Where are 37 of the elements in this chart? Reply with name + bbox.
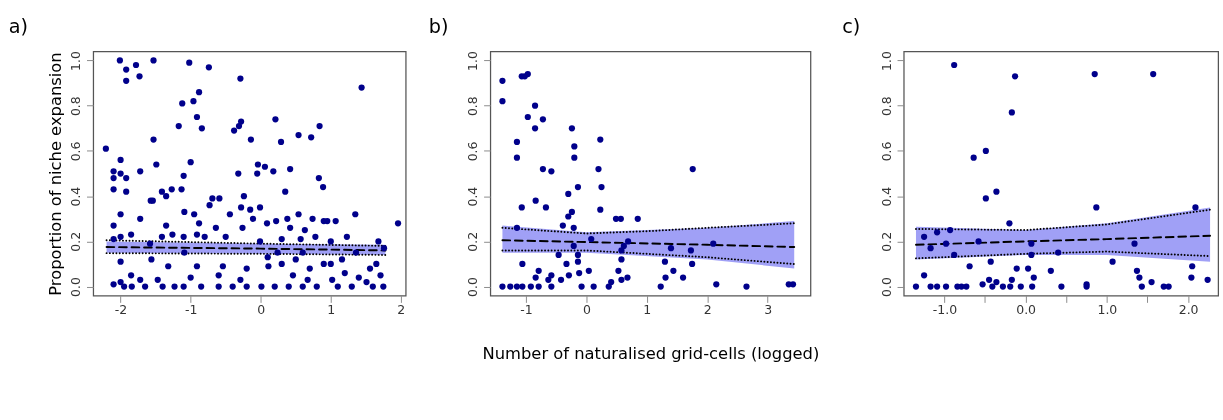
x-tick-label: 1.0 (1097, 302, 1118, 318)
y-tick-label: 1.0 (465, 50, 481, 71)
y-tick-label: 0.2 (878, 231, 894, 252)
chart-title: a) (8, 15, 28, 39)
y-tick-label: 0.4 (68, 186, 84, 207)
x-tick-label: 1 (643, 302, 652, 318)
y-tick-label: 0.6 (878, 141, 894, 162)
y-tick-label: 0.0 (68, 277, 84, 298)
y-tick-label: 0.2 (68, 231, 84, 252)
x-tick-label: -1.0 (932, 302, 958, 318)
chart-title: b) (428, 15, 449, 39)
y-tick-label: 0.8 (878, 96, 894, 117)
y-tick-label: 0.0 (878, 277, 894, 298)
x-tick-label: -1 (520, 302, 533, 318)
y-tick-label: 1.0 (878, 50, 894, 71)
x-tick-label: 2.0 (1178, 302, 1199, 318)
chart-title: c) (842, 15, 861, 39)
x-tick-label: 3 (764, 302, 773, 318)
y-tick-label: 0.0 (465, 277, 481, 298)
x-tick-label: 0 (582, 302, 591, 318)
x-tick-label: 1 (327, 302, 336, 318)
y-tick-label: 0.2 (465, 231, 481, 252)
x-tick-label: 2 (397, 302, 406, 318)
y-tick-label: 0.8 (68, 96, 84, 117)
y-axis-title: Proportion of niche expansion (46, 52, 66, 296)
y-tick-label: 0.4 (878, 186, 894, 207)
y-tick-label: 1.0 (68, 50, 84, 71)
x-tick-label: -1 (184, 302, 198, 318)
y-tick-label: 0.6 (465, 141, 481, 162)
y-tick-label: 0.6 (68, 141, 84, 162)
x-tick-label: -2 (114, 302, 128, 318)
x-axis-title: Number of naturalised grid-cells (logged) (482, 343, 820, 363)
x-tick-label: 2 (703, 302, 712, 318)
x-tick-label: 0 (257, 302, 266, 318)
y-tick-label: 0.8 (465, 96, 481, 117)
x-tick-label: 0.0 (1016, 302, 1037, 318)
y-tick-label: 0.4 (465, 186, 481, 207)
